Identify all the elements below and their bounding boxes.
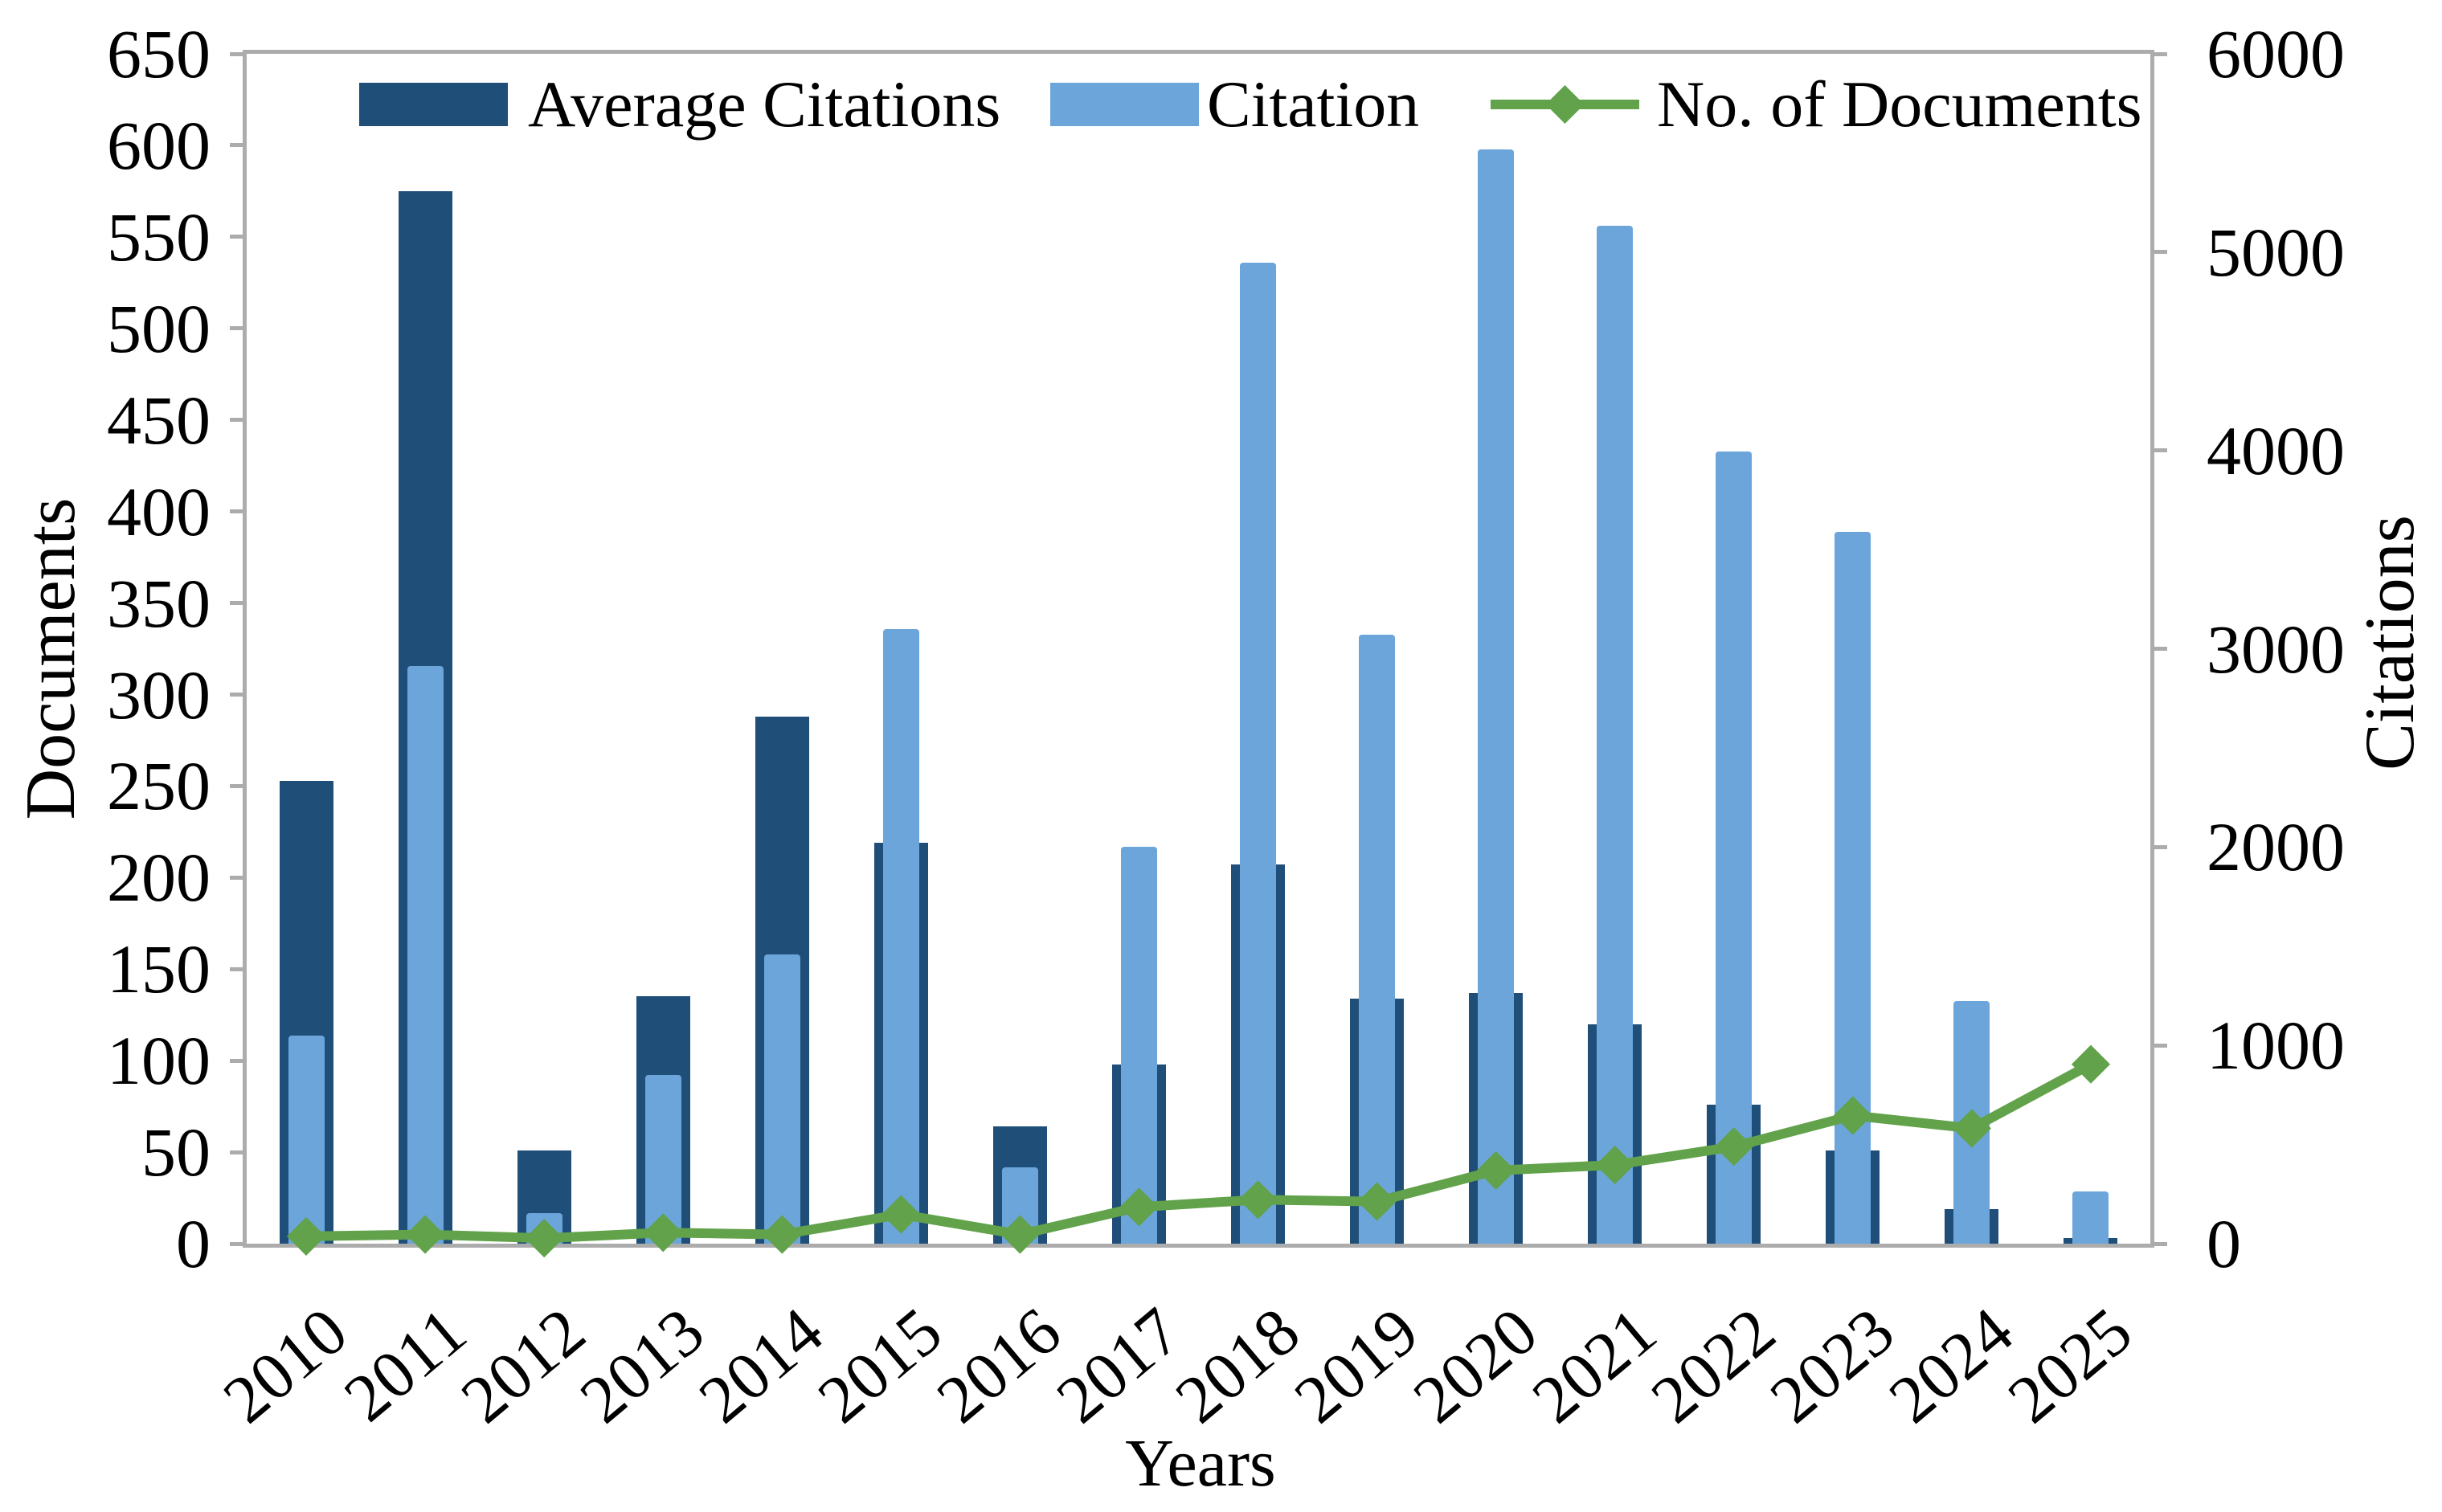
documents-marker-2016	[1000, 1215, 1040, 1254]
bar-citation-2022	[1716, 451, 1753, 1244]
y-axis-left-tick-mark	[230, 1150, 243, 1154]
x-axis-tick-label-2015: 2015	[804, 1293, 956, 1438]
y-axis-left-tick-mark	[230, 693, 243, 697]
documents-marker-2011	[406, 1215, 445, 1254]
documents-marker-2010	[286, 1216, 326, 1256]
y-axis-left-tick-mark	[230, 601, 243, 605]
y-axis-left-tick-label: 300	[107, 656, 211, 734]
x-axis-tick-label-2016: 2016	[923, 1293, 1075, 1438]
documents-line	[305, 1060, 2093, 1244]
bar-citation-2018	[1240, 263, 1277, 1244]
bar-citation-2010	[288, 1035, 325, 1244]
line-layer	[286, 1044, 2111, 1258]
bar-citation-2020	[1478, 149, 1515, 1244]
y-axis-left-tick-mark	[230, 966, 243, 971]
y-axis-right-tick-label: 4000	[2207, 411, 2345, 489]
y-axis-left-tick-label: 450	[107, 381, 211, 459]
x-axis-tick-label-2022: 2022	[1637, 1293, 1790, 1438]
x-axis-title: Years	[1125, 1426, 1276, 1501]
bar-citation-2011	[407, 665, 444, 1244]
documents-marker-2018	[1238, 1180, 1278, 1220]
bar-citation-2015	[882, 628, 919, 1244]
y-axis-left-tick-label: 0	[176, 1205, 211, 1282]
y-axis-right-tick-mark	[2154, 448, 2167, 453]
x-axis-tick-label-2023: 2023	[1756, 1293, 1908, 1438]
y-axis-left-tick-label: 200	[107, 839, 211, 917]
y-axis-left-tick-label: 250	[107, 747, 211, 825]
y-axis-title-right: Citations	[2351, 515, 2429, 770]
bar-citation-2017	[1120, 847, 1157, 1244]
y-axis-left-tick-mark	[230, 51, 243, 56]
y-axis-left-tick-mark	[230, 418, 243, 423]
y-axis-left-tick-label: 400	[107, 472, 211, 550]
y-axis-left-tick-label: 50	[141, 1114, 211, 1191]
bar-citation-2019	[1359, 635, 1396, 1244]
x-axis-tick-label-2020: 2020	[1399, 1293, 1552, 1438]
y-axis-right-tick-label: 6000	[2207, 15, 2345, 92]
bar-citation-2025	[2072, 1191, 2109, 1244]
documents-marker-2025	[2071, 1044, 2111, 1084]
x-axis-tick-label-2021: 2021	[1518, 1293, 1671, 1438]
y-axis-right-tick-mark	[2154, 1043, 2167, 1048]
documents-marker-2021	[1595, 1145, 1634, 1185]
y-axis-left-tick-label: 650	[107, 15, 211, 92]
documents-marker-2012	[525, 1219, 564, 1258]
y-axis-left-tick-mark	[230, 875, 243, 880]
y-axis-right-tick-label: 3000	[2207, 610, 2345, 688]
x-axis-tick-label-2013: 2013	[567, 1293, 718, 1438]
y-axis-right-tick-mark	[2154, 647, 2167, 651]
bar-citation-2014	[763, 954, 800, 1244]
documents-marker-2013	[644, 1213, 683, 1253]
y-axis-left-tick-label: 500	[107, 289, 211, 367]
x-axis-tick-label-2025: 2025	[1994, 1293, 2146, 1438]
x-axis-tick-label-2010: 2010	[210, 1293, 362, 1438]
x-axis-tick-label-2012: 2012	[448, 1293, 599, 1438]
x-axis-tick-label-2019: 2019	[1280, 1293, 1433, 1438]
y-axis-left-tick-mark	[230, 783, 243, 788]
y-axis-left-tick-mark	[230, 1241, 243, 1246]
y-axis-left-tick-label: 150	[107, 930, 211, 1008]
y-axis-right-tick-label: 2000	[2207, 808, 2345, 886]
y-axis-right-tick-label: 1000	[2207, 1007, 2345, 1085]
y-axis-left-tick-mark	[230, 326, 243, 331]
documents-marker-2015	[881, 1195, 921, 1234]
y-axis-right-tick-mark	[2154, 250, 2167, 255]
y-axis-left-tick-label: 550	[107, 198, 211, 276]
y-axis-left-tick-mark	[230, 143, 243, 148]
x-axis-tick-label-2018: 2018	[1161, 1293, 1314, 1438]
y-axis-right-tick-mark	[2154, 844, 2167, 849]
y-axis-title-left: Documents	[12, 497, 90, 820]
y-axis-right-tick-label: 5000	[2207, 213, 2345, 291]
y-axis-left-tick-label: 600	[107, 106, 211, 184]
x-axis-tick-label-2024: 2024	[1875, 1293, 2027, 1438]
documents-marker-2023	[1833, 1096, 1872, 1135]
x-axis-tick-label-2017: 2017	[1042, 1293, 1195, 1438]
documents-marker-2024	[1952, 1109, 1991, 1148]
x-axis-tick-label-2011: 2011	[330, 1293, 481, 1436]
documents-marker-2022	[1714, 1127, 1753, 1167]
y-axis-right-tick-mark	[2154, 1241, 2167, 1246]
bar-citation-2021	[1597, 225, 1634, 1244]
y-axis-left-tick-label: 100	[107, 1022, 211, 1100]
y-axis-left-tick-mark	[230, 509, 243, 514]
documents-marker-2017	[1119, 1187, 1159, 1227]
documents-marker-2020	[1476, 1150, 1516, 1190]
y-axis-left-tick-label: 350	[107, 564, 211, 642]
plot-area: Average Citations Citation No. of Document…	[243, 50, 2154, 1258]
y-axis-right-tick-label: 0	[2207, 1205, 2241, 1282]
x-axis-tick-label-2014: 2014	[685, 1293, 837, 1438]
y-axis-right-tick-mark	[2154, 51, 2167, 56]
y-axis-left-tick-mark	[230, 1058, 243, 1063]
documents-marker-2014	[763, 1215, 802, 1254]
y-axis-left-tick-mark	[230, 235, 243, 239]
documents-marker-2019	[1357, 1182, 1397, 1221]
